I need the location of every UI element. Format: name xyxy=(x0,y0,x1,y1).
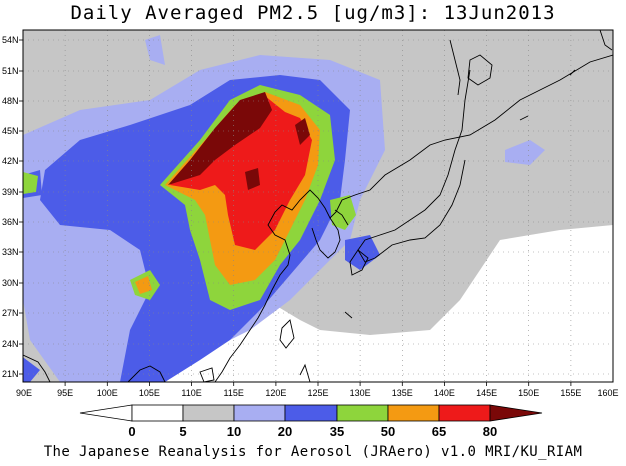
tick-marks xyxy=(19,39,572,386)
lon-label: 110E xyxy=(181,388,201,398)
coastline-taiwan xyxy=(279,319,295,349)
field-lightblue-east xyxy=(505,140,545,165)
lon-label: 90E xyxy=(16,388,32,398)
coastline-small-isle xyxy=(569,69,576,76)
lon-label: 145E xyxy=(476,388,497,398)
colorbar-min-arrow xyxy=(79,404,133,422)
coastline-kamchatka xyxy=(599,30,613,51)
colorbar-segment-2 xyxy=(233,404,286,422)
coastline-korea xyxy=(311,217,341,259)
lon-label: 155E xyxy=(560,388,581,398)
field-orange-south-patch xyxy=(135,276,152,294)
colorbar-segment-6 xyxy=(438,404,491,422)
map-title: Daily Averaged PM2.5 [ug/m3]: 13Jun2013 xyxy=(70,2,556,24)
lon-label: 115E xyxy=(224,388,244,398)
lon-label: 150E xyxy=(518,388,539,398)
coastline-asia-mainland xyxy=(214,54,613,382)
colorbar xyxy=(79,404,543,422)
lat-label: 45N xyxy=(2,126,19,136)
lon-label: 95E xyxy=(57,388,73,398)
footer-credit: The Japanese Reanalysis for Aerosol (JRA… xyxy=(43,444,583,460)
concentration-field xyxy=(23,30,613,382)
lat-label: 42N xyxy=(2,156,19,166)
field-green-korea xyxy=(330,195,356,230)
lon-label: 100E xyxy=(97,388,118,398)
colorbar-segment-5 xyxy=(387,404,440,422)
longitude-labels: 90E 95E 100E 105E 110E 115E 120E 125E 13… xyxy=(16,388,619,398)
coastline-east-isle xyxy=(519,115,529,121)
lon-label: 160E xyxy=(597,388,618,398)
coastline-ryukyu xyxy=(344,311,353,319)
lon-label: 105E xyxy=(139,388,160,398)
field-darkred-core xyxy=(168,92,272,185)
lat-label: 30N xyxy=(2,278,19,288)
colorbar-label: 20 xyxy=(278,424,292,439)
field-blue-south xyxy=(23,357,40,382)
coastline-bay-of-bengal xyxy=(23,354,51,382)
coastline-philippines xyxy=(299,363,311,382)
colorbar-labels: 0 5 10 20 35 50 65 80 xyxy=(128,424,497,439)
colorbar-label: 10 xyxy=(227,424,241,439)
lat-label: 48N xyxy=(2,96,19,106)
lat-label: 33N xyxy=(2,247,19,257)
coastline-hokkaido xyxy=(467,54,493,86)
lon-label: 140E xyxy=(434,388,455,398)
coastlines xyxy=(23,30,613,382)
colorbar-label: 5 xyxy=(179,424,186,439)
colorbar-segment-4 xyxy=(336,404,389,422)
lon-label: 125E xyxy=(307,388,328,398)
colorbar-segment-1 xyxy=(182,404,235,422)
lon-label: 120E xyxy=(265,388,286,398)
coastline-sakhalin xyxy=(449,39,461,96)
coastline-japan-honshu xyxy=(357,69,471,263)
field-lightblue-north xyxy=(145,35,165,65)
coastline-north-korea xyxy=(334,209,349,226)
lon-label: 130E xyxy=(350,388,371,398)
gridlines xyxy=(23,30,613,382)
field-gray-east-patch xyxy=(470,120,613,210)
lat-label: 36N xyxy=(2,217,19,227)
coastline-kyushu xyxy=(349,249,369,276)
lat-label: 54N xyxy=(2,35,19,45)
lon-label: 135E xyxy=(392,388,413,398)
field-green-west xyxy=(23,172,38,194)
colorbar-label: 80 xyxy=(483,424,497,439)
colorbar-label: 35 xyxy=(330,424,344,439)
colorbar-label: 50 xyxy=(381,424,395,439)
lat-label: 21N xyxy=(2,369,19,379)
colorbar-segment-0 xyxy=(131,404,184,422)
coastline-indochina xyxy=(127,365,166,382)
lat-label: 51N xyxy=(2,66,19,76)
latitude-labels: 54N 51N 48N 45N 42N 39N 36N 33N 30N 27N … xyxy=(2,35,19,379)
field-darkred-third xyxy=(245,168,260,190)
field-blue-japan-patch xyxy=(345,235,380,270)
field-darkred-second xyxy=(295,118,310,145)
field-red-band xyxy=(170,96,312,250)
colorbar-label: 65 xyxy=(432,424,446,439)
lat-label: 27N xyxy=(2,308,19,318)
lat-label: 39N xyxy=(2,187,19,197)
colorbar-label: 0 xyxy=(128,424,135,439)
lat-label: 24N xyxy=(2,339,19,349)
colorbar-segment-3 xyxy=(284,404,338,422)
colorbar-max-arrow xyxy=(489,404,543,422)
coastline-hainan xyxy=(199,367,215,382)
